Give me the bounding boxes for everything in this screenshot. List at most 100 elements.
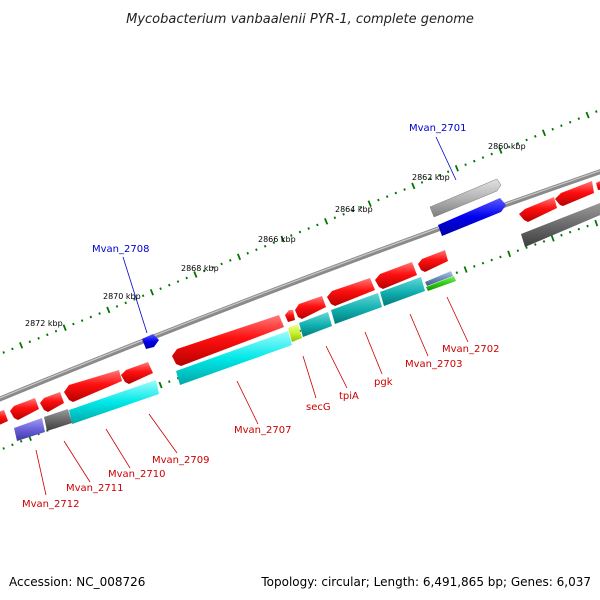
scale-tick-minor xyxy=(263,244,267,248)
scale-tick-major xyxy=(463,266,468,273)
gene-mvan-2702[interactable] xyxy=(418,250,448,272)
label-mvan-2711[interactable]: Mvan_2711 xyxy=(66,483,123,494)
feature-cyan-2710[interactable] xyxy=(69,380,159,424)
scale-tick-minor xyxy=(595,110,598,113)
scale-tick-minor xyxy=(525,246,528,249)
scale-tick-minor xyxy=(46,333,49,337)
gene-left-edge[interactable] xyxy=(0,410,8,426)
scale-tick-major xyxy=(411,182,416,190)
scale-tick-minor xyxy=(351,209,354,213)
label-tpia[interactable]: tpiA xyxy=(339,391,359,402)
label-mvan-2707[interactable]: Mvan_2707 xyxy=(234,425,291,436)
gene-pgk[interactable] xyxy=(327,278,375,306)
scale-tick-minor xyxy=(316,223,319,227)
scale-tick-minor xyxy=(542,240,546,243)
scale-tick-major xyxy=(193,271,198,278)
label-mvan-2712[interactable]: Mvan_2712 xyxy=(22,499,79,510)
scale-tick-minor xyxy=(473,264,476,268)
scale-tick-minor xyxy=(429,177,432,181)
scale-tick-minor xyxy=(141,294,145,298)
gene-mvan-2703[interactable] xyxy=(375,262,417,289)
scale-tick-minor xyxy=(72,322,75,326)
feature-dark-right[interactable] xyxy=(521,203,600,247)
forward-strand-genes xyxy=(142,178,502,349)
scale-label: 2860 kbp xyxy=(488,142,526,151)
feature-teal-tpia[interactable] xyxy=(299,312,332,337)
scale-tick-major xyxy=(454,164,459,172)
leader-secg xyxy=(302,355,317,399)
scale-tick-minor xyxy=(568,120,572,124)
gene-mvan-2712[interactable] xyxy=(10,398,39,420)
label-mvan-2703[interactable]: Mvan_2703 xyxy=(405,359,462,370)
scale-tick-minor xyxy=(246,251,249,255)
scale-tick-minor xyxy=(307,227,310,230)
scale-tick-minor xyxy=(54,329,58,333)
gene-mvan-2711[interactable] xyxy=(40,392,64,412)
scale-tick-minor xyxy=(551,127,554,131)
feature-steel-2702[interactable] xyxy=(425,271,453,286)
scale-tick-minor xyxy=(577,117,581,120)
feature-teal-pgk[interactable] xyxy=(331,293,382,324)
scale-tick-minor xyxy=(394,191,398,195)
scale-tick-minor xyxy=(385,195,389,198)
scale-label: 2870 kbp xyxy=(103,292,141,301)
feature-purple-2712[interactable] xyxy=(14,418,45,441)
feature-blue-2701[interactable] xyxy=(438,198,506,236)
gene-right-3[interactable] xyxy=(596,180,600,190)
feature-lime-secg[interactable] xyxy=(288,324,302,342)
gene-mvan-2708[interactable] xyxy=(142,334,159,349)
label-mvan-2701[interactable]: Mvan_2701 xyxy=(409,123,466,134)
gene-mvan-2710[interactable] xyxy=(64,370,122,402)
scale-tick-minor xyxy=(473,159,476,163)
scale-tick-minor xyxy=(290,234,293,237)
scale-label: 2868 kbp xyxy=(181,264,219,273)
leader-mvan-2701 xyxy=(435,136,457,181)
feature-cyan-2707[interactable] xyxy=(176,331,292,385)
scale-tick-minor xyxy=(464,163,467,167)
scale-tick-minor xyxy=(298,230,302,234)
footer-summary: Topology: circular; Length: 6,491,865 bp… xyxy=(260,575,591,589)
scale-tick-major xyxy=(594,219,599,227)
scale-tick-minor xyxy=(420,181,424,184)
scale-tick-minor xyxy=(507,145,511,149)
scale-tick-major xyxy=(324,218,329,225)
gene-right-2[interactable] xyxy=(555,181,594,206)
feature-track xyxy=(14,198,600,441)
gene-mvan-2709[interactable] xyxy=(121,362,153,384)
scale-tick-minor xyxy=(185,276,188,280)
gene-mvan-2701[interactable] xyxy=(429,178,502,218)
scale-tick-major xyxy=(367,200,372,207)
leader-mvan-2711 xyxy=(63,440,91,483)
scale-tick-minor xyxy=(11,347,14,351)
label-pgk[interactable]: pgk xyxy=(374,377,393,388)
label-mvan-2709[interactable]: Mvan_2709 xyxy=(152,455,209,466)
scale-tick-minor xyxy=(89,315,93,319)
gene-right-1[interactable] xyxy=(519,197,557,222)
label-mvan-2710[interactable]: Mvan_2710 xyxy=(108,469,165,480)
scale-tick-minor xyxy=(168,380,171,384)
label-mvan-2702[interactable]: Mvan_2702 xyxy=(442,344,499,355)
scale-tick-minor xyxy=(19,439,23,443)
leader-mvan-2710 xyxy=(105,428,131,469)
scale-tick-minor xyxy=(481,261,485,265)
feature-teal-2703[interactable] xyxy=(380,277,425,306)
gene-secg[interactable] xyxy=(285,310,295,322)
reverse-strand-genes xyxy=(0,180,600,426)
feature-dark-2711[interactable] xyxy=(44,409,72,431)
scale-tick-major xyxy=(585,111,590,119)
scale-label: 2866 kbp xyxy=(258,235,296,244)
label-secg[interactable]: secG xyxy=(306,402,331,413)
feature-green-2702[interactable] xyxy=(426,276,456,291)
label-mvan-2708[interactable]: Mvan_2708 xyxy=(92,244,149,255)
scale-tick-minor xyxy=(481,156,485,159)
gene-tpia[interactable] xyxy=(295,296,326,319)
scale-tick-minor xyxy=(159,287,162,291)
scale-tick-minor xyxy=(568,230,572,234)
scale-tick-major xyxy=(498,147,503,154)
gene-mvan-2707[interactable] xyxy=(172,315,284,366)
scale-tick-minor xyxy=(11,443,14,447)
scale-tick-minor xyxy=(560,233,563,237)
scale-tick-minor xyxy=(115,305,119,308)
scale-tick-minor xyxy=(2,351,5,354)
